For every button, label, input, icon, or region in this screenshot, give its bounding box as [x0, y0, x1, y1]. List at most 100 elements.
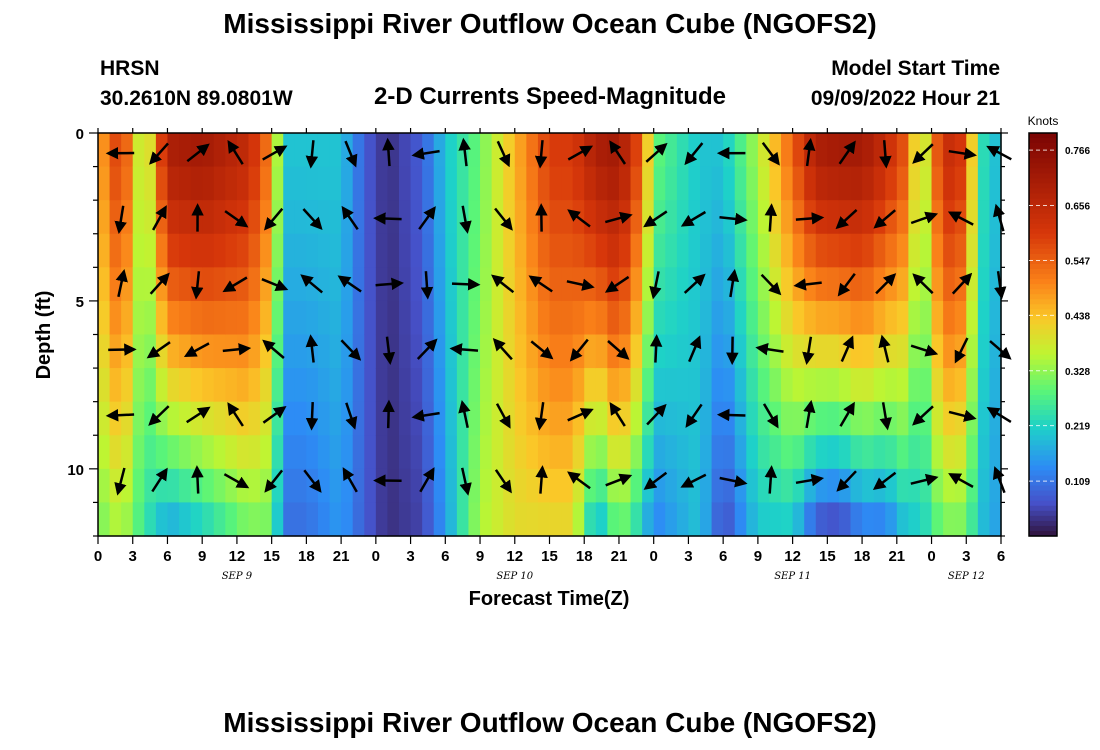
heatmap-cell [491, 166, 504, 201]
heatmap-cell [352, 368, 365, 403]
colorbar-segment [1029, 520, 1057, 527]
y-axis-label: Depth (ft) [33, 291, 55, 380]
heatmap-cell [688, 233, 701, 268]
heatmap-cell [248, 166, 261, 201]
heatmap-cell [642, 233, 655, 268]
heatmap-cell [723, 300, 736, 336]
heatmap-cell [908, 166, 921, 201]
heatmap-cell [283, 166, 296, 201]
heatmap-cell [271, 200, 284, 235]
colorbar-segment [1029, 369, 1057, 376]
current-vector [951, 272, 973, 295]
heatmap-cell [98, 435, 111, 470]
heatmap-cell [294, 368, 307, 403]
current-vector [993, 203, 1006, 232]
heatmap-cell [815, 401, 828, 436]
heatmap-cell [144, 267, 157, 302]
heatmap-cell [445, 233, 458, 268]
heatmap-cell [480, 233, 493, 268]
current-vector [947, 211, 974, 226]
heatmap-cell [584, 233, 597, 268]
heatmap-cell [711, 334, 724, 369]
heatmap-cell [781, 435, 794, 470]
heatmap-cell [989, 300, 1002, 336]
heatmap-cell [179, 267, 192, 302]
heatmap-cell [179, 435, 192, 470]
heatmap-cell [190, 435, 203, 470]
heatmap-cell [873, 300, 886, 336]
current-vector [716, 408, 746, 422]
heatmap-cell [144, 368, 157, 403]
heatmap-cell [202, 133, 215, 168]
heatmap-cell [132, 334, 145, 369]
colorbar-segment [1029, 294, 1057, 300]
heatmap-cell [155, 368, 169, 403]
colorbar-segment [1029, 440, 1057, 446]
heatmap-cell [399, 334, 412, 369]
current-vector [607, 340, 630, 360]
heatmap-cell [468, 166, 481, 201]
heatmap-cell [896, 133, 909, 168]
current-vector [567, 209, 591, 228]
heatmap-cell [711, 233, 724, 268]
heatmap-cell [919, 502, 933, 537]
heatmap-cell [862, 468, 875, 504]
heatmap-cell [329, 233, 342, 268]
heatmap-cell [873, 502, 886, 537]
heatmap-cell [746, 300, 759, 336]
heatmap-cell [260, 133, 273, 168]
heatmap-cell [306, 233, 319, 268]
current-vector [680, 473, 707, 488]
heatmap-cell [850, 435, 863, 470]
colorbar-frame [1028, 132, 1058, 537]
current-vector [912, 273, 934, 295]
colorbar-segment [1029, 153, 1057, 159]
heatmap-cell [862, 233, 875, 268]
current-vector [300, 274, 323, 294]
heatmap-cell [838, 233, 852, 268]
heatmap-cell [607, 334, 620, 369]
heatmap-cell [700, 334, 713, 369]
heatmap-cell [792, 368, 805, 403]
heatmap-cell [422, 166, 435, 201]
heatmap-cell [757, 401, 771, 436]
heatmap-cell [919, 468, 933, 504]
heatmap-cell [700, 401, 713, 436]
current-vector [152, 205, 167, 231]
current-vector [605, 473, 633, 487]
heatmap-cell [827, 267, 840, 302]
heatmap-cell [468, 468, 481, 504]
colorbar-segment [1029, 263, 1057, 270]
heatmap-cell [329, 166, 342, 201]
heatmap-cell [456, 334, 470, 369]
heatmap-cell [364, 200, 377, 235]
heatmap-cell [607, 368, 620, 403]
heatmap-cell [804, 233, 817, 268]
heatmap-cell [352, 435, 365, 470]
heatmap-cell [665, 468, 678, 504]
current-vector [146, 341, 171, 359]
heatmap-cell [757, 200, 771, 235]
heatmap-cell [167, 468, 180, 504]
x-tick-label: 21 [611, 548, 628, 565]
current-vector [186, 406, 211, 424]
heatmap-cell [399, 300, 412, 336]
heatmap-cell [271, 435, 284, 470]
heatmap-cell [236, 233, 250, 268]
current-vector [840, 335, 854, 363]
heatmap-cell [375, 233, 389, 268]
heatmap-cell [746, 267, 759, 302]
heatmap-cell [954, 502, 967, 537]
heatmap-cell [549, 502, 562, 537]
heatmap-cell [862, 133, 875, 168]
heatmap-cell [271, 233, 284, 268]
heatmap-cell [352, 166, 365, 201]
heatmap-cell [885, 435, 898, 470]
current-vector [345, 402, 358, 430]
model-start-value: 09/09/2022 Hour 21 [810, 87, 1000, 110]
current-vector [411, 147, 440, 160]
heatmap-cell [260, 200, 273, 235]
heatmap-cell [850, 468, 863, 504]
heatmap-cell [271, 502, 284, 537]
colorbar-segment [1029, 435, 1057, 441]
